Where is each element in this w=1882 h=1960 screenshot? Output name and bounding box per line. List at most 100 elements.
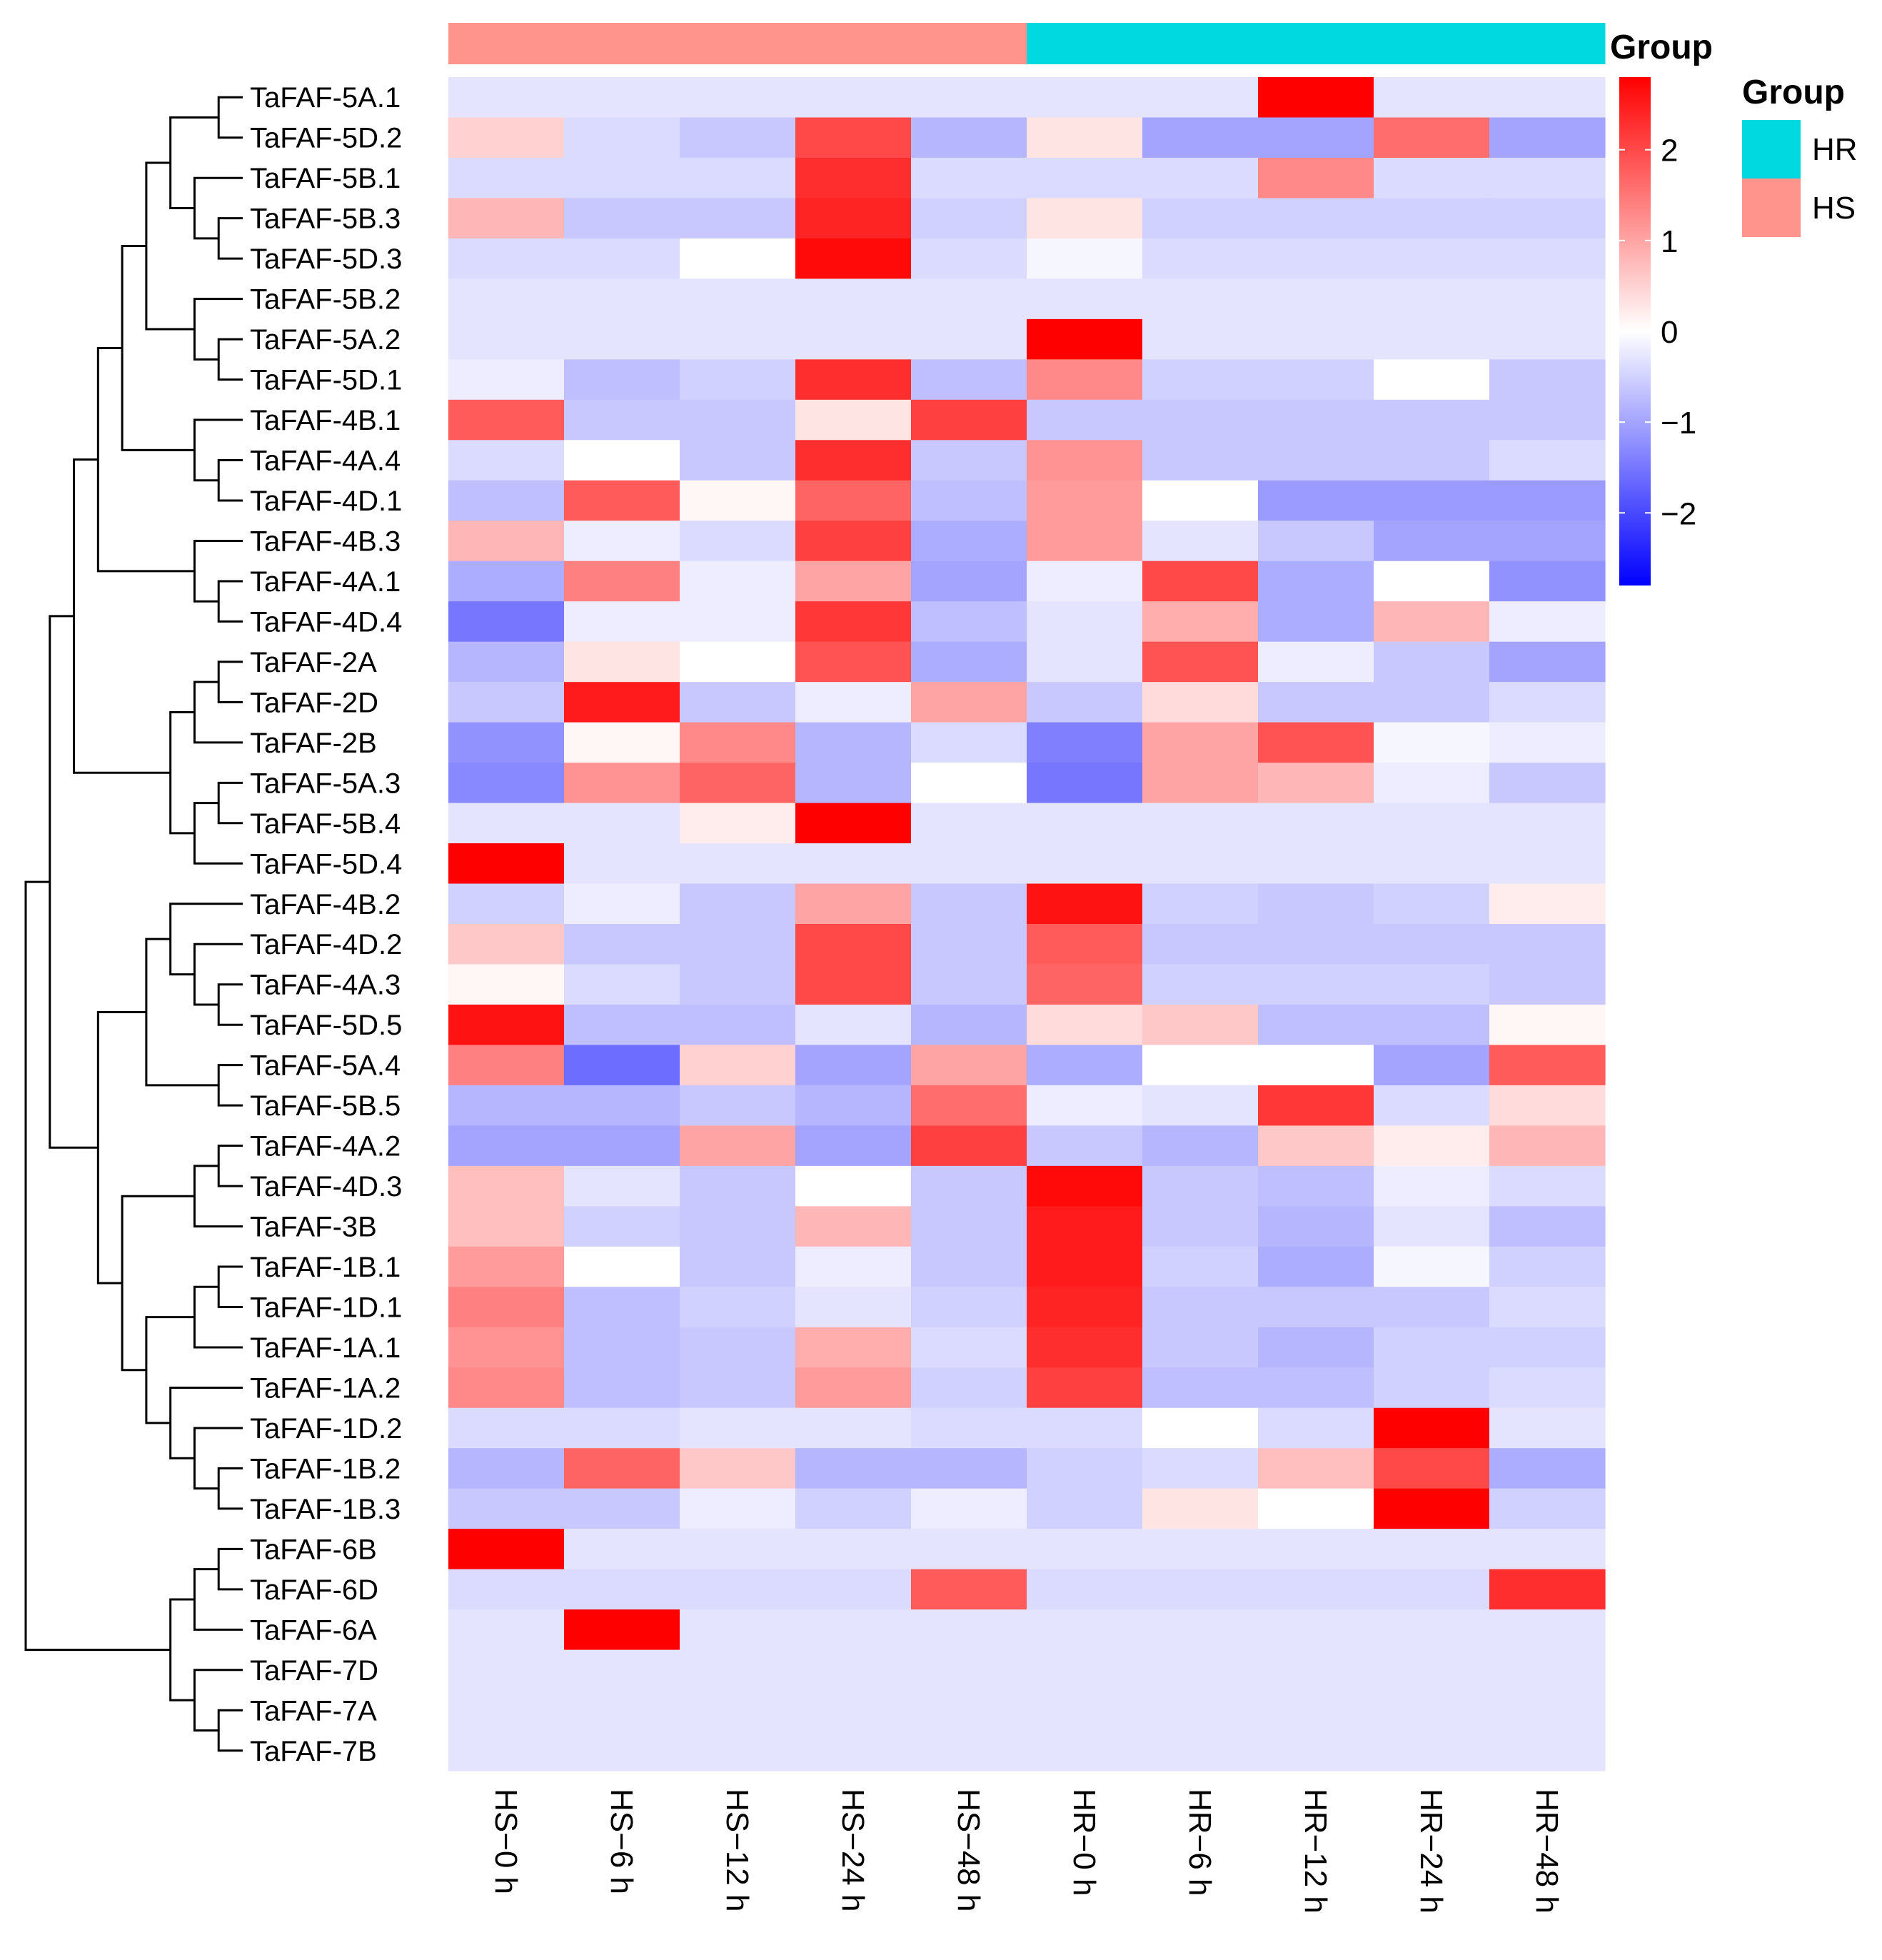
heatmap-cell [448, 1004, 565, 1046]
colorbar-tick-label: 2 [1661, 134, 1678, 169]
row-label: TaFAF-5A.4 [250, 1050, 401, 1082]
heatmap-cell [911, 1367, 1027, 1409]
heatmap-cell [1374, 1367, 1490, 1409]
heatmap-cell [1027, 601, 1143, 643]
heatmap-cell [448, 883, 565, 925]
row-label: TaFAF-6D [250, 1574, 378, 1606]
heatmap-cell [795, 1206, 912, 1247]
heatmap-cell [1027, 1165, 1143, 1207]
heatmap-cell [448, 1367, 565, 1409]
dendrogram-branch [217, 781, 243, 825]
heatmap-cell [564, 278, 680, 320]
heatmap-cell [795, 399, 912, 441]
heatmap-cell [680, 601, 796, 643]
heatmap-cell [795, 1730, 912, 1771]
heatmap-cell [448, 480, 565, 521]
heatmap-cell [911, 399, 1027, 441]
heatmap-cell [680, 964, 796, 1005]
heatmap-cell [1258, 480, 1374, 521]
column-label: HR−12 h [1298, 1789, 1333, 1914]
heatmap-cell [1258, 601, 1374, 643]
heatmap-cell [448, 359, 565, 401]
heatmap-cell [1489, 1085, 1606, 1126]
heatmap-cell [1258, 1529, 1374, 1570]
heatmap-cell [911, 1165, 1027, 1207]
heatmap-cell [1142, 803, 1259, 844]
heatmap-cell [1258, 803, 1374, 844]
heatmap-cell [1374, 803, 1490, 844]
annotation-cell-hs [564, 23, 680, 64]
heatmap-cell [1142, 1327, 1259, 1368]
heatmap-cell [564, 1045, 680, 1086]
heatmap-cell [1142, 1407, 1259, 1449]
heatmap-cell [1142, 722, 1259, 763]
heatmap-cell [1258, 1488, 1374, 1529]
heatmap-cell [1374, 238, 1490, 279]
heatmap-cell [1374, 924, 1490, 965]
heatmap-cell [1027, 1730, 1143, 1771]
heatmap-cell [564, 157, 680, 199]
heatmap-cell [448, 198, 565, 239]
heatmap-cell [1374, 1125, 1490, 1167]
heatmap-cell [1258, 1690, 1374, 1732]
row-label: TaFAF-7A [250, 1695, 377, 1727]
heatmap-cell [1027, 1690, 1143, 1732]
heatmap-cell [1258, 1004, 1374, 1046]
row-label: TaFAF-1B.3 [250, 1494, 401, 1525]
heatmap-cell [1374, 763, 1490, 804]
heatmap-cell [1489, 1165, 1606, 1207]
heatmap-cell [1027, 77, 1143, 119]
heatmap-cell [1142, 1529, 1259, 1570]
heatmap-cell [1489, 198, 1606, 239]
heatmap-cell [911, 1488, 1027, 1529]
annotation-cell-hs [448, 23, 565, 64]
heatmap-cell [564, 763, 680, 804]
row-label: TaFAF-6B [250, 1534, 377, 1565]
heatmap-cell [911, 843, 1027, 885]
group-legend-swatch-hs [1742, 179, 1801, 237]
heatmap-cell [680, 198, 796, 239]
heatmap-cell [795, 1246, 912, 1287]
heatmap-cell [1258, 561, 1374, 602]
row-label: TaFAF-2B [250, 728, 377, 759]
row-label: TaFAF-4B.2 [250, 889, 401, 920]
row-label: TaFAF-2D [250, 687, 378, 718]
column-label: HR−0 h [1067, 1789, 1102, 1896]
heatmap-cell [911, 318, 1027, 360]
heatmap-cell [1258, 1649, 1374, 1691]
heatmap-cell [1027, 1407, 1143, 1449]
heatmap-cell [795, 1609, 912, 1651]
heatmap-cell [795, 1287, 912, 1328]
heatmap-cell [1258, 1125, 1374, 1167]
row-label: TaFAF-5D.5 [250, 1010, 402, 1041]
row-label: TaFAF-4A.4 [250, 446, 401, 477]
heatmap-cell [564, 399, 680, 441]
heatmap-cell [448, 77, 565, 119]
heatmap-cell [795, 682, 912, 723]
heatmap-cell [680, 238, 796, 279]
heatmap-cell [1489, 238, 1606, 279]
heatmap-cell [1027, 278, 1143, 320]
heatmap-cell [1142, 1085, 1259, 1126]
annotation-cell-hr [1489, 23, 1606, 64]
heatmap-cell [1027, 157, 1143, 199]
heatmap-cell [795, 1690, 912, 1732]
heatmap-cell [795, 641, 912, 683]
heatmap-cell [564, 440, 680, 481]
heatmap-cell [680, 157, 796, 199]
row-label: TaFAF-1B.2 [250, 1453, 401, 1484]
heatmap-cell [1258, 77, 1374, 119]
heatmap-cell [1374, 1730, 1490, 1771]
heatmap-cell [1374, 1004, 1490, 1046]
column-label: HS−48 h [951, 1789, 986, 1911]
heatmap-cell [448, 117, 565, 159]
heatmap-cell [1142, 641, 1259, 683]
heatmap-cell [1374, 77, 1490, 119]
heatmap-cell [795, 77, 912, 119]
dendrogram-branch [169, 711, 195, 835]
heatmap-cell [680, 1246, 796, 1287]
row-dendrogram [24, 96, 243, 1752]
heatmap-cell [680, 924, 796, 965]
heatmap-cell [1489, 117, 1606, 159]
heatmap-cell [564, 1004, 680, 1046]
